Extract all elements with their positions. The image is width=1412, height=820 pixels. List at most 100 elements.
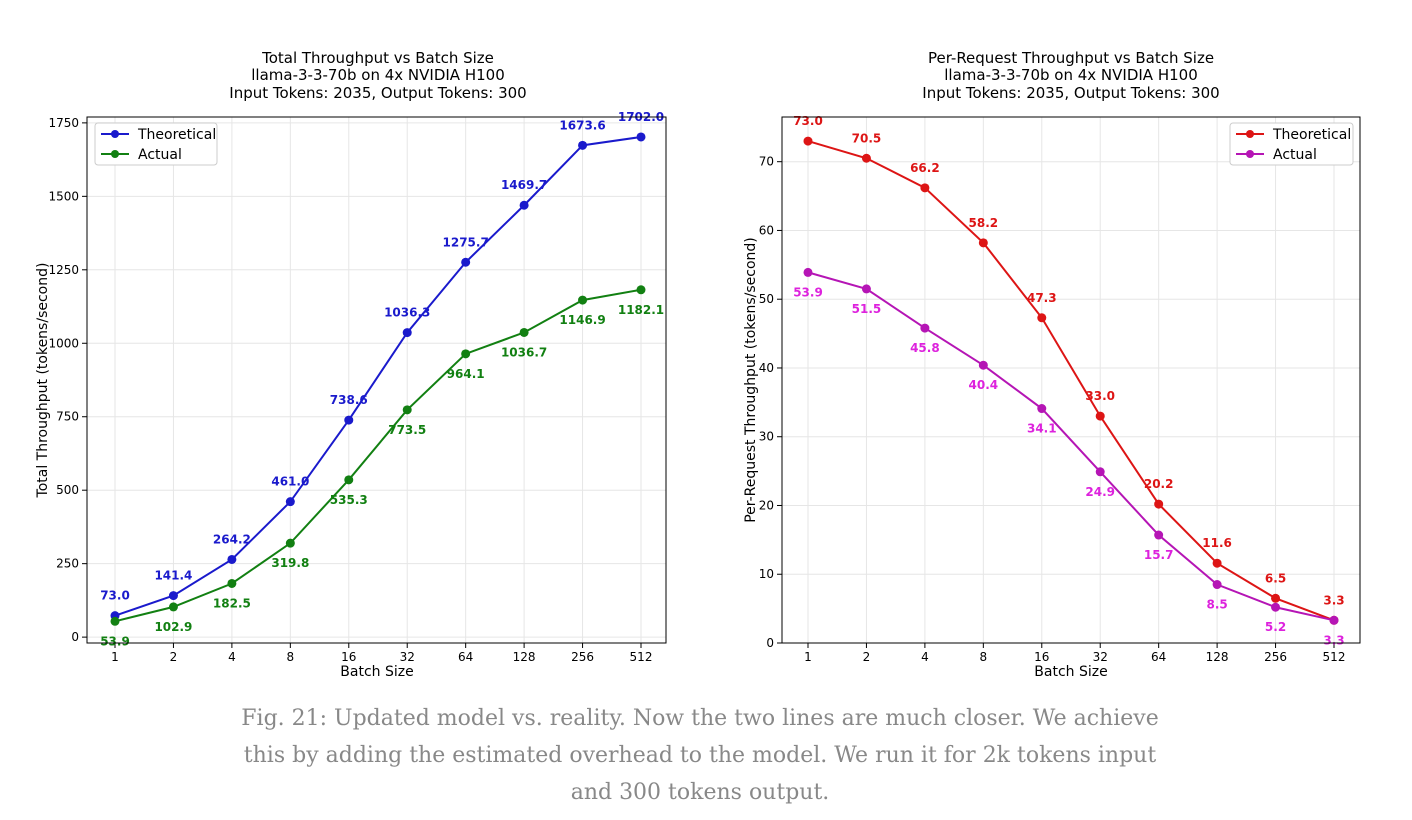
chart-title: Total Throughput vs Batch Size <box>261 49 494 67</box>
x-tick-label: 128 <box>1206 650 1229 664</box>
data-label-actual: 3.3 <box>1323 633 1344 647</box>
data-point-theoretical <box>803 136 813 146</box>
y-tick-label: 1000 <box>48 336 79 350</box>
data-label-actual: 1146.9 <box>559 313 605 327</box>
plot-frame <box>781 116 1361 644</box>
data-label-actual: 8.5 <box>1206 598 1227 612</box>
chart-subtitle-model: llama-3-3-70b on 4x NVIDIA H100 <box>251 66 505 84</box>
data-point-theoretical <box>1271 593 1281 603</box>
legend-marker-theoretical <box>1246 130 1254 138</box>
legend-label-theoretical: Theoretical <box>1272 127 1351 143</box>
y-tick-label: 500 <box>56 483 79 497</box>
y-tick-label: 20 <box>759 498 774 512</box>
data-point-theoretical <box>402 328 412 338</box>
data-point-actual <box>1037 404 1047 414</box>
data-point-theoretical <box>461 257 471 267</box>
grid-lines <box>87 117 666 643</box>
data-point-actual <box>1095 467 1105 477</box>
data-labels: 73.0 141.4 264.2 461.0 738.6 1036.3 1275.7 1469… <box>100 110 664 648</box>
legend-label-actual: Actual <box>138 147 182 163</box>
figure: Total Throughput vs Batch Size llama-3-3… <box>35 49 1361 680</box>
data-label-actual: 51.5 <box>852 302 882 316</box>
grid-lines <box>782 117 1360 644</box>
data-label-theoretical: 20.2 <box>1144 477 1174 491</box>
data-label-theoretical: 47.3 <box>1027 291 1057 305</box>
data-point-theoretical <box>578 140 588 150</box>
data-label-actual: 34.1 <box>1027 422 1057 436</box>
data-point-theoretical <box>519 200 529 210</box>
data-label-theoretical: 6.5 <box>1265 571 1286 585</box>
data-label-theoretical: 461.0 <box>271 475 309 489</box>
data-point-theoretical <box>1212 558 1222 568</box>
x-tick-label: 2 <box>170 650 178 664</box>
y-tick-label: 50 <box>759 292 774 306</box>
x-tick-label: 8 <box>980 650 988 664</box>
x-tick-label: 32 <box>1093 650 1108 664</box>
y-tick-label: 250 <box>56 557 79 571</box>
data-label-theoretical: 738.6 <box>330 393 368 407</box>
data-point-theoretical <box>1154 499 1164 509</box>
data-label-actual: 1182.1 <box>618 303 664 317</box>
data-point-actual <box>344 475 354 485</box>
data-label-actual: 773.5 <box>388 423 426 437</box>
y-axis-label: Per-Request Throughput (tokens/second) <box>743 237 759 523</box>
data-point-actual <box>978 360 988 370</box>
chart-subtitle-tokens: Input Tokens: 2035, Output Tokens: 300 <box>229 84 526 102</box>
y-tick-label: 40 <box>759 361 774 375</box>
data-label-theoretical: 1036.3 <box>384 306 430 320</box>
data-label-actual: 45.8 <box>910 341 940 355</box>
data-point-theoretical <box>978 238 988 248</box>
chart-title: Per-Request Throughput vs Batch Size <box>928 49 1214 67</box>
chart-per-request-throughput: Per-Request Throughput vs Batch Size lla… <box>743 49 1361 680</box>
y-tick-label: 70 <box>759 155 774 169</box>
x-tick-label: 4 <box>228 650 236 664</box>
data-label-theoretical: 66.2 <box>910 161 940 175</box>
data-label-actual: 24.9 <box>1085 485 1115 499</box>
data-point-actual <box>578 295 588 305</box>
plot-frame <box>86 116 667 644</box>
chart-total-throughput: Total Throughput vs Batch Size llama-3-3… <box>35 49 667 680</box>
x-tick-label: 32 <box>400 650 415 664</box>
legend-marker-actual <box>111 150 119 158</box>
y-axis-label: Total Throughput (tokens/second) <box>35 263 51 499</box>
data-point-theoretical <box>344 415 354 425</box>
y-tick-label: 0 <box>71 630 79 644</box>
data-point-actual <box>461 349 471 359</box>
y-tick-label: 60 <box>759 223 774 237</box>
x-tick-label: 1 <box>111 650 119 664</box>
data-label-actual: 53.9 <box>793 285 823 299</box>
x-tick-label: 64 <box>458 650 473 664</box>
x-tick-label: 512 <box>1323 650 1346 664</box>
caption-line-1: Fig. 21: Updated model vs. reality. Now … <box>241 706 1159 731</box>
data-label-theoretical: 141.4 <box>154 569 192 583</box>
x-tick-label: 4 <box>921 650 929 664</box>
data-point-actual <box>1154 530 1164 540</box>
data-point-actual <box>227 578 237 588</box>
data-label-actual: 1036.7 <box>501 345 547 359</box>
data-point-actual <box>636 285 646 295</box>
data-label-theoretical: 11.6 <box>1202 536 1232 550</box>
data-label-theoretical: 70.5 <box>852 131 882 145</box>
y-tick-label: 10 <box>759 567 774 581</box>
x-tick-label: 16 <box>1034 650 1049 664</box>
data-point-theoretical <box>1037 313 1047 323</box>
legend-marker-actual <box>1246 150 1254 158</box>
figure-caption: Fig. 21: Updated model vs. reality. Now … <box>200 700 1200 811</box>
y-tick-label: 30 <box>759 430 774 444</box>
chart-subtitle-model: llama-3-3-70b on 4x NVIDIA H100 <box>944 66 1198 84</box>
chart-subtitle-tokens: Input Tokens: 2035, Output Tokens: 300 <box>922 84 1219 102</box>
data-label-theoretical: 58.2 <box>969 216 999 230</box>
data-label-actual: 319.8 <box>271 556 309 570</box>
x-ticks: 1 2 4 8 16 32 64 128 256 512 <box>804 643 1345 664</box>
y-tick-label: 1750 <box>48 116 79 130</box>
series-line-actual <box>114 288 642 623</box>
data-point-actual <box>1271 602 1281 612</box>
legend: Theoretical Actual <box>1229 122 1354 166</box>
data-point-theoretical <box>285 497 295 507</box>
legend-label-actual: Actual <box>1273 147 1317 163</box>
data-point-theoretical <box>920 183 930 193</box>
data-label-theoretical: 73.0 <box>100 589 130 603</box>
data-point-actual <box>1329 615 1339 625</box>
data-point-theoretical <box>168 591 178 601</box>
x-tick-label: 16 <box>341 650 356 664</box>
